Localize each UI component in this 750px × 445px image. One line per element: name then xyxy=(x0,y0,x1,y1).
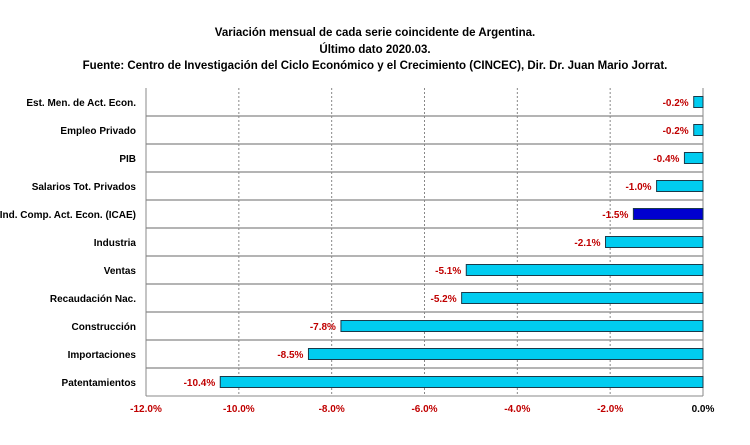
data-label: -0.4% xyxy=(653,154,679,165)
x-tick-label: -4.0% xyxy=(504,404,530,415)
data-label: -8.5% xyxy=(277,350,303,361)
chart-title-line-1: Variación mensual de cada serie coincide… xyxy=(214,27,536,39)
category-label: Construcción xyxy=(72,322,136,333)
category-label: Importaciones xyxy=(68,350,137,361)
category-label: Empleo Privado xyxy=(60,126,136,137)
x-tick-label: 0.0% xyxy=(692,404,715,415)
x-tick-label: -12.0% xyxy=(130,404,162,415)
x-tick-label: -8.0% xyxy=(319,404,345,415)
data-label: -2.1% xyxy=(574,238,600,249)
bar xyxy=(340,320,704,332)
data-label: -7.8% xyxy=(310,322,336,333)
category-label: Industria xyxy=(94,238,137,249)
bar xyxy=(656,180,704,192)
chart-title-line-3: Fuente: Centro de Investigación del Cicl… xyxy=(82,60,668,72)
category-label: Recaudación Nac. xyxy=(50,294,136,305)
x-tick-label: -6.0% xyxy=(411,404,437,415)
category-label: Ind. Comp. Act. Econ. (ICAE) xyxy=(0,210,136,221)
category-label: Est. Men. de Act. Econ. xyxy=(26,98,136,109)
data-label: -0.2% xyxy=(663,126,689,137)
bar xyxy=(465,264,704,276)
chart-title-line-2: Último dato 2020.03. xyxy=(319,44,431,56)
data-label: -10.4% xyxy=(184,378,216,389)
data-label: -0.2% xyxy=(663,98,689,109)
bar xyxy=(693,96,704,108)
x-tick-label: -2.0% xyxy=(597,404,623,415)
bar xyxy=(632,208,704,220)
data-label: -5.1% xyxy=(435,266,461,277)
bar xyxy=(605,236,704,248)
category-label: Ventas xyxy=(104,266,137,277)
data-label: -5.2% xyxy=(431,294,457,305)
x-tick-label: -10.0% xyxy=(223,404,255,415)
bar xyxy=(683,152,704,164)
category-label: PIB xyxy=(119,154,136,165)
bar xyxy=(461,292,704,304)
data-label: -1.5% xyxy=(602,210,628,221)
data-label: -1.0% xyxy=(625,182,651,193)
bar xyxy=(219,376,704,388)
bar xyxy=(693,124,704,136)
category-label: Patentamientos xyxy=(62,378,137,389)
category-label: Salarios Tot. Privados xyxy=(32,182,137,193)
bar xyxy=(307,348,704,360)
